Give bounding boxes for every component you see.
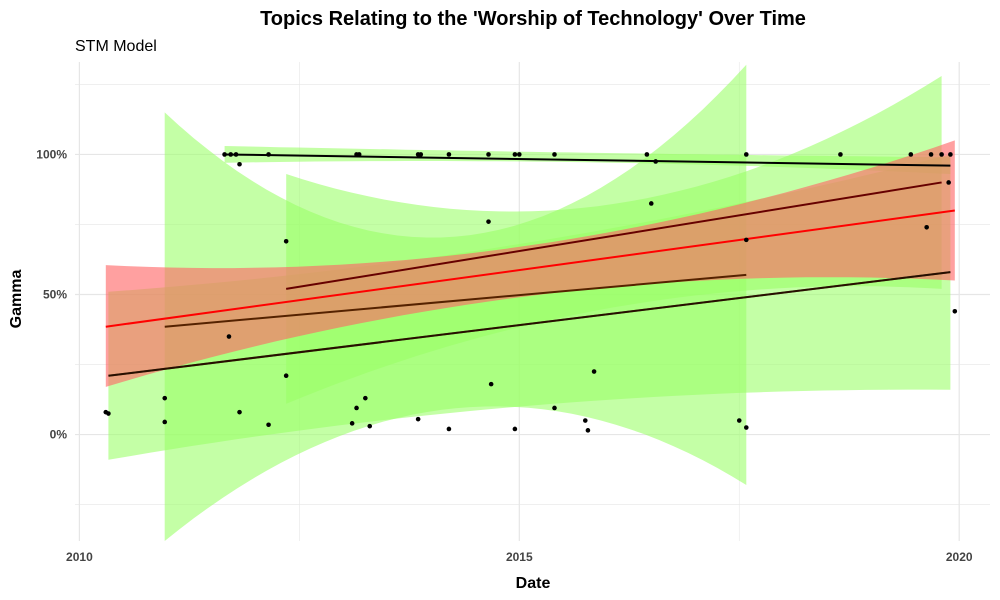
x-axis-ticks: 2010 2015 2020 bbox=[66, 550, 973, 564]
data-point bbox=[948, 152, 953, 157]
data-point bbox=[237, 161, 242, 167]
y-axis-title: Gamma bbox=[8, 270, 25, 329]
trend-line bbox=[224, 153, 951, 167]
data-point bbox=[552, 405, 557, 411]
chart-subtitle: STM Model bbox=[75, 38, 157, 55]
data-point bbox=[512, 152, 518, 157]
x-tick-label: 2020 bbox=[946, 550, 973, 564]
trend-line bbox=[105, 209, 955, 328]
data-point bbox=[486, 219, 491, 224]
data-point bbox=[222, 152, 227, 157]
chart-title: Topics Relating to the 'Worship of Techn… bbox=[260, 8, 806, 30]
data-point bbox=[924, 224, 929, 230]
data-point bbox=[266, 422, 271, 428]
data-point bbox=[237, 409, 242, 415]
x-tick-label: 2015 bbox=[506, 550, 533, 564]
data-point bbox=[266, 152, 271, 157]
y-axis-ticks: 0% 50% 100% bbox=[36, 147, 67, 441]
data-point bbox=[952, 309, 958, 314]
data-point bbox=[233, 152, 239, 157]
data-point bbox=[644, 152, 650, 157]
data-point bbox=[552, 152, 557, 157]
data-point bbox=[446, 426, 452, 432]
data-point bbox=[928, 152, 934, 157]
data-points bbox=[103, 152, 958, 433]
data-point bbox=[743, 237, 749, 243]
data-point bbox=[946, 180, 951, 185]
data-point bbox=[162, 395, 168, 401]
data-point bbox=[418, 152, 424, 157]
data-point bbox=[363, 395, 368, 401]
data-point bbox=[908, 152, 914, 157]
data-point bbox=[486, 152, 491, 157]
data-point bbox=[591, 369, 597, 374]
confidence-bands bbox=[105, 64, 955, 542]
y-tick-label: 100% bbox=[36, 147, 67, 161]
data-point bbox=[106, 411, 111, 416]
confidence-band bbox=[105, 140, 955, 387]
data-point bbox=[582, 418, 588, 423]
trend-line bbox=[285, 181, 942, 290]
data-point bbox=[226, 334, 232, 339]
data-point bbox=[743, 152, 749, 157]
trend-line bbox=[164, 273, 747, 328]
data-point bbox=[585, 428, 591, 433]
x-axis-title: Date bbox=[516, 575, 551, 592]
data-point bbox=[367, 423, 373, 429]
data-point bbox=[743, 425, 749, 430]
trend-line bbox=[108, 271, 951, 377]
data-point bbox=[349, 421, 355, 426]
data-point bbox=[648, 201, 654, 206]
data-point bbox=[354, 405, 359, 411]
data-point bbox=[838, 152, 843, 157]
data-point bbox=[512, 426, 518, 432]
data-point bbox=[162, 419, 168, 425]
x-tick-label: 2010 bbox=[66, 550, 93, 564]
data-point bbox=[653, 159, 658, 164]
data-point bbox=[939, 152, 944, 157]
data-point bbox=[488, 381, 494, 387]
y-tick-label: 50% bbox=[43, 287, 67, 301]
data-point bbox=[283, 373, 289, 379]
data-point bbox=[736, 418, 742, 423]
data-point bbox=[517, 152, 522, 157]
data-point bbox=[228, 152, 234, 157]
y-tick-label: 0% bbox=[50, 428, 68, 442]
data-point bbox=[446, 152, 452, 157]
trend-lines bbox=[105, 153, 955, 377]
data-point bbox=[356, 152, 362, 157]
data-point bbox=[415, 416, 421, 422]
data-point bbox=[283, 238, 289, 244]
